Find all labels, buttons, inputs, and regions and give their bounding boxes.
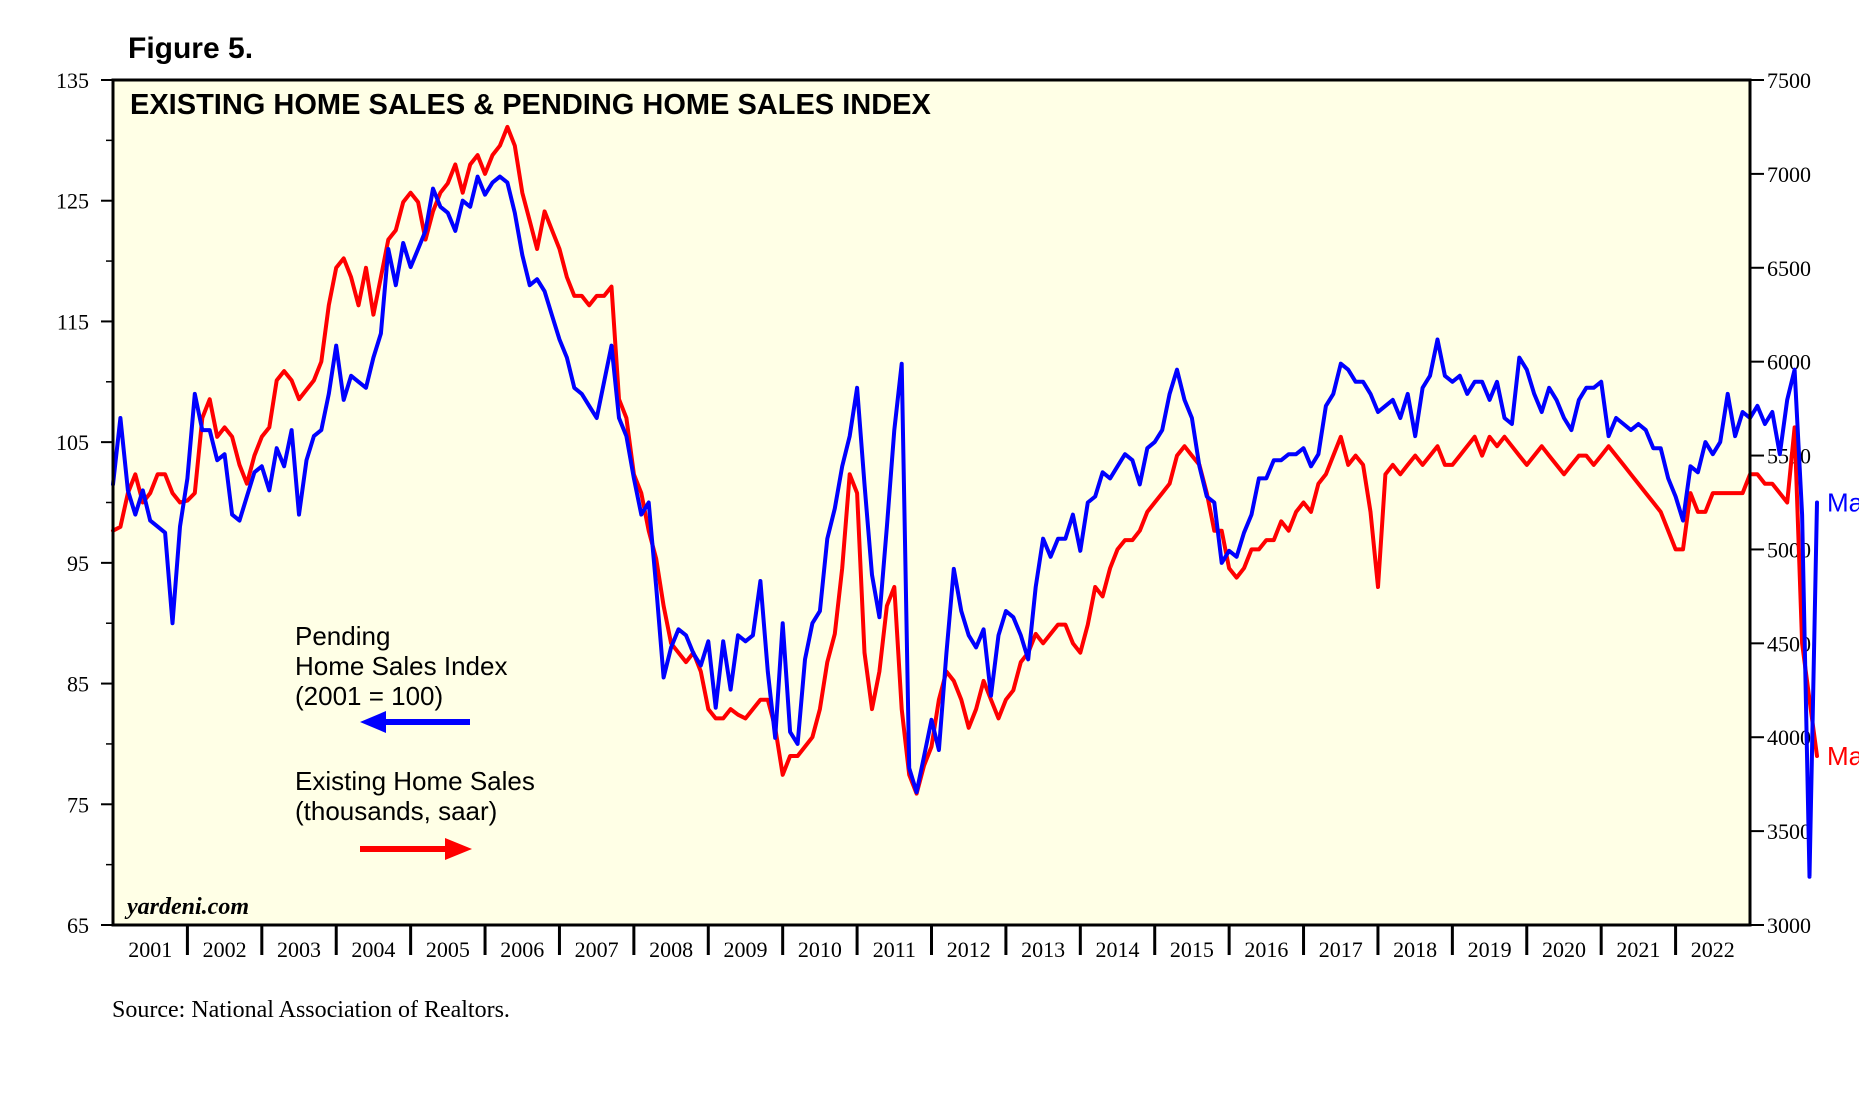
legend-pending-line-3: (2001 = 100) bbox=[295, 681, 443, 711]
series-layer: May May bbox=[111, 124, 1859, 879]
left-tick-label: 95 bbox=[67, 551, 89, 576]
x-tick-label: 2003 bbox=[277, 937, 321, 962]
left-tick-label: 65 bbox=[67, 913, 89, 938]
chart-title: EXISTING HOME SALES & PENDING HOME SALES… bbox=[130, 89, 931, 121]
figure-label: Figure 5. bbox=[128, 32, 253, 65]
right-tick-label: 6500 bbox=[1767, 256, 1811, 281]
x-tick-label: 2013 bbox=[1021, 937, 1065, 962]
pending-home-sales-end-label: May bbox=[1827, 488, 1859, 518]
legend: Pending Home Sales Index (2001 = 100) Ex… bbox=[295, 621, 535, 860]
x-tick-label: 2001 bbox=[128, 937, 172, 962]
right-tick-label: 3500 bbox=[1767, 819, 1811, 844]
x-tick-label: 2020 bbox=[1542, 937, 1586, 962]
left-tick-label: 105 bbox=[56, 430, 89, 455]
plot-area bbox=[113, 80, 1750, 925]
x-tick-label: 2021 bbox=[1616, 937, 1660, 962]
x-tick-label: 2016 bbox=[1244, 937, 1288, 962]
x-tick-label: 2018 bbox=[1393, 937, 1437, 962]
right-tick-label: 7500 bbox=[1767, 68, 1811, 93]
legend-pending-line-1: Pending bbox=[295, 621, 390, 651]
legend-existing-line-1: Existing Home Sales bbox=[295, 766, 535, 796]
left-tick-label: 75 bbox=[67, 792, 89, 817]
right-tick-label: 3000 bbox=[1767, 913, 1811, 938]
x-tick-label: 2005 bbox=[426, 937, 470, 962]
x-tick-label: 2014 bbox=[1096, 937, 1140, 962]
existing-home-sales-end-label: May bbox=[1827, 741, 1859, 771]
x-tick-label: 2008 bbox=[649, 937, 693, 962]
legend-pending-arrow-icon bbox=[360, 711, 470, 733]
pending-home-sales-line bbox=[111, 174, 1819, 879]
x-tick-label: 2010 bbox=[798, 937, 842, 962]
right-tick-label: 4000 bbox=[1767, 725, 1811, 750]
existing-home-sales-line bbox=[111, 124, 1819, 796]
watermark: yardeni.com bbox=[124, 894, 249, 920]
x-tick-label: 2019 bbox=[1468, 937, 1512, 962]
left-tick-label: 135 bbox=[56, 68, 89, 93]
left-axis: 65 75 85 95 105 115 125 135 bbox=[56, 68, 113, 938]
left-tick-label: 125 bbox=[56, 189, 89, 214]
x-tick-label: 2017 bbox=[1319, 937, 1363, 962]
x-tick-label: 2012 bbox=[947, 937, 991, 962]
x-tick-label: 2006 bbox=[500, 937, 544, 962]
left-tick-label: 115 bbox=[57, 309, 89, 334]
legend-existing-line-2: (thousands, saar) bbox=[295, 796, 497, 826]
x-tick-label: 2022 bbox=[1691, 937, 1735, 962]
legend-existing-arrow-icon bbox=[360, 838, 472, 860]
x-tick-label: 2007 bbox=[575, 937, 619, 962]
x-tick-label: 2002 bbox=[203, 937, 247, 962]
x-tick-label: 2011 bbox=[873, 937, 916, 962]
x-tick-label: 2015 bbox=[1170, 937, 1214, 962]
x-tick-label: 2004 bbox=[351, 937, 395, 962]
left-tick-label: 85 bbox=[67, 672, 89, 697]
right-tick-label: 6000 bbox=[1767, 350, 1811, 375]
right-tick-label: 7000 bbox=[1767, 162, 1811, 187]
legend-pending-line-2: Home Sales Index bbox=[295, 651, 507, 681]
x-tick-label: 2009 bbox=[723, 937, 767, 962]
plot-border bbox=[111, 78, 1752, 927]
x-axis: 2001 2002 2003 2004 2005 2006 2007 2008 2009 2010… bbox=[128, 925, 1735, 962]
source-note: Source: National Association of Realtors… bbox=[112, 997, 510, 1023]
